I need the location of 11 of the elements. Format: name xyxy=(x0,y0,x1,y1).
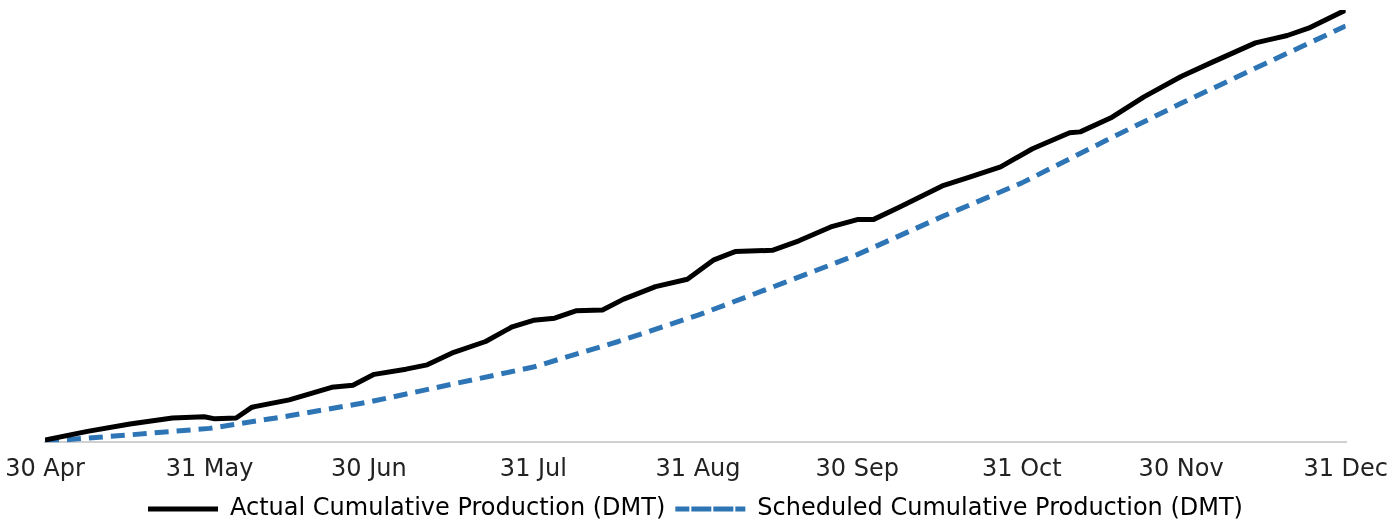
x-tick-label: 30 Sep xyxy=(815,453,899,482)
x-tick-label: 30 Jun xyxy=(331,453,407,482)
x-tick-label: 30 Nov xyxy=(1138,453,1224,482)
x-tick-label: 30 Apr xyxy=(5,453,85,482)
x-tick-label: 31 Dec xyxy=(1303,453,1388,482)
x-tick-label: 31 Jul xyxy=(499,453,567,482)
x-tick-label: 31 May xyxy=(165,453,254,482)
x-tick-label: 31 Aug xyxy=(655,453,741,482)
x-tick-label: 31 Oct xyxy=(982,453,1062,482)
legend-label: Actual Cumulative Production (DMT) xyxy=(230,493,666,522)
legend-label: Scheduled Cumulative Production (DMT) xyxy=(757,493,1243,522)
